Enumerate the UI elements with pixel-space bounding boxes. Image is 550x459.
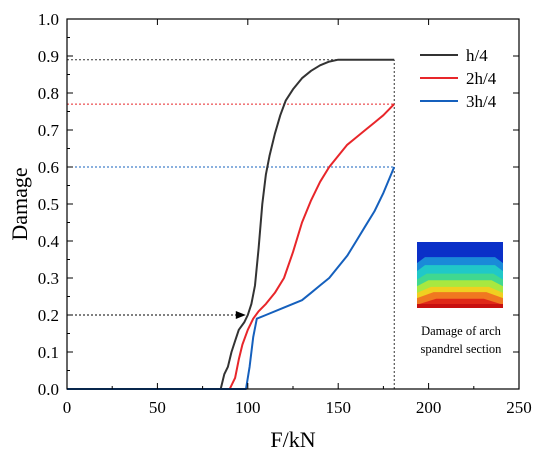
y-tick-label: 1.0 xyxy=(38,10,59,29)
y-tick-label: 0.8 xyxy=(38,84,59,103)
y-tick-label: 0.6 xyxy=(38,158,59,177)
series-lines xyxy=(67,58,396,390)
y-tick-label: 0.9 xyxy=(38,47,59,66)
x-axis-label: F/kN xyxy=(270,427,315,452)
x-tick-label: 100 xyxy=(235,398,261,417)
inset-bottom-band xyxy=(417,304,503,308)
x-tick-label: 0 xyxy=(63,398,72,417)
y-tick-label: 0.5 xyxy=(38,195,59,214)
series-line-3h-4 xyxy=(67,166,396,390)
series-line-h-4 xyxy=(67,58,395,390)
reference-lines xyxy=(67,59,395,389)
legend-label: 3h/4 xyxy=(466,92,497,111)
x-tick-label: 150 xyxy=(325,398,351,417)
y-tick-label: 0.0 xyxy=(38,380,59,399)
x-tick-label: 50 xyxy=(149,398,166,417)
series-line-2h-4 xyxy=(67,103,395,390)
annotations xyxy=(67,311,246,319)
y-axis: 0.0 0.1 0.2 0.3 0.4 0.5 0.6 0.7 0.8 0.9 1.0 xyxy=(38,10,519,399)
legend: h/4 2h/4 3h/4 xyxy=(420,46,497,111)
x-tick-label: 250 xyxy=(506,398,532,417)
y-axis-label: Damage xyxy=(7,167,32,240)
x-axis: 0 50 100 150 200 250 xyxy=(63,19,532,417)
legend-label: h/4 xyxy=(466,46,488,65)
y-tick-label: 0.1 xyxy=(38,343,59,362)
y-tick-label: 0.3 xyxy=(38,269,59,288)
inset-caption-line1: Damage of arch xyxy=(421,324,502,338)
y-tick-label: 0.2 xyxy=(38,306,59,325)
inset-caption-line2: spandrel section xyxy=(421,342,503,356)
inset-damage-contour xyxy=(417,242,503,308)
legend-label: 2h/4 xyxy=(466,69,497,88)
x-tick-label: 200 xyxy=(416,398,442,417)
annotation-arrowhead xyxy=(235,311,246,319)
y-tick-label: 0.7 xyxy=(38,121,60,140)
y-tick-label: 0.4 xyxy=(38,232,60,251)
